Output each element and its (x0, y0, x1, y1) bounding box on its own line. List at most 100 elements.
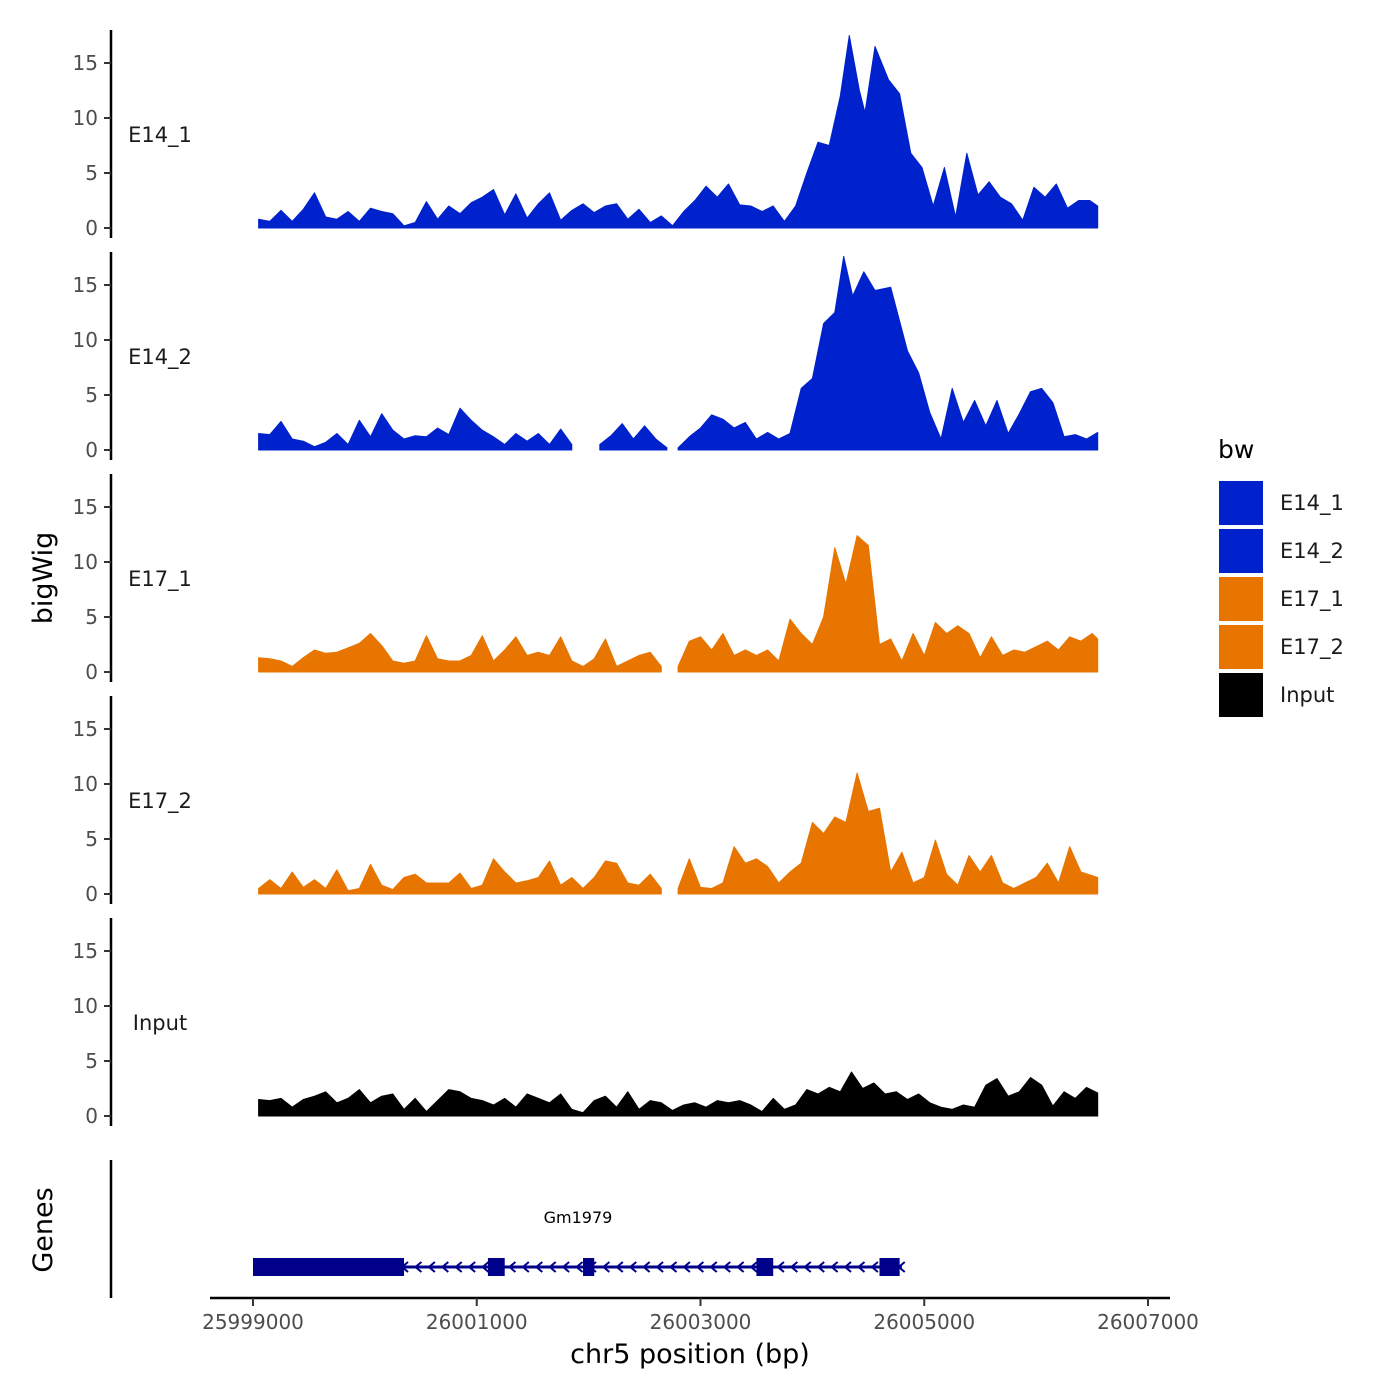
strand-arrow (413, 1261, 423, 1273)
y-tick-label: 5 (85, 161, 98, 185)
track-E14_1: 0 5 10 15 E14_1 (73, 30, 1099, 240)
legend-swatch-E17_2 (1217, 623, 1265, 671)
strand-arrow (534, 1261, 543, 1273)
strand-arrow (454, 1261, 463, 1273)
y-tick-label: 10 (73, 550, 98, 574)
track-label: E17_1 (128, 567, 192, 592)
gene-name-label: Gm1979 (544, 1208, 613, 1227)
track-Input: 0 5 10 15 Input (73, 918, 1099, 1128)
legend-title: bw (1218, 435, 1254, 464)
strand-arrow (655, 1261, 664, 1273)
y-tick-label: 5 (85, 827, 98, 851)
track-label: E17_2 (128, 789, 192, 814)
gene-exon (879, 1258, 900, 1276)
y-tick-label: 10 (73, 994, 98, 1018)
strand-arrow (709, 1261, 718, 1273)
y-tick-label: 0 (85, 660, 98, 684)
x-tick-label: 25999000 (202, 1310, 304, 1334)
x-tick-label: 26001000 (426, 1310, 528, 1334)
area-E14_2 (258, 407, 573, 451)
y-tick-label: 0 (85, 882, 98, 906)
y-tick-label: 10 (73, 328, 98, 352)
y-tick-label: 5 (85, 605, 98, 629)
strand-arrow (843, 1261, 852, 1273)
y-tick-label: 0 (85, 216, 98, 240)
strand-arrow (668, 1261, 678, 1273)
strand-arrow (722, 1261, 731, 1273)
y-tick-label: 5 (85, 383, 98, 407)
gene-track: Gm1979 (109, 1160, 906, 1298)
strand-arrow (856, 1261, 866, 1273)
legend-swatch-E17_1 (1217, 575, 1265, 623)
track-E14_2: 0 5 10 15 E14_2 (73, 252, 1099, 462)
strand-arrow (521, 1261, 530, 1273)
strand-arrow (749, 1261, 758, 1273)
area-E14_2 (599, 423, 668, 451)
strand-arrow (574, 1261, 584, 1273)
area-E17_1 (677, 535, 1099, 673)
strand-arrow (870, 1261, 879, 1273)
strand-arrow (789, 1261, 798, 1273)
legend-swatch-Input (1217, 671, 1265, 719)
strand-arrow (481, 1261, 490, 1273)
legend-label-E14_1: E14_1 (1280, 491, 1344, 516)
area-E14_2 (677, 255, 1099, 451)
area-E17_2 (258, 858, 662, 895)
y-tick-label: 15 (73, 495, 98, 519)
legend-swatch-E14_2 (1217, 527, 1265, 575)
tracks-layer: 0 5 10 15 E14_1 0 5 10 15 E14_2 0 5 10 15 E17_1 0 5 10 15 E… (73, 30, 1099, 1128)
area-Input (258, 1071, 1099, 1117)
strand-arrow (736, 1261, 745, 1273)
legend-label-Input: Input (1280, 683, 1334, 707)
y-tick-label: 10 (73, 106, 98, 130)
track-E17_1: 0 5 10 15 E17_1 (73, 474, 1099, 684)
y-tick-label: 15 (73, 273, 98, 297)
strand-arrow (615, 1261, 624, 1273)
genes-track-title: Genes (28, 1187, 59, 1272)
x-tick-label: 26007000 (1097, 1310, 1199, 1334)
area-E14_1 (258, 35, 1099, 229)
y-tick-label: 15 (73, 939, 98, 963)
strand-arrow (682, 1261, 691, 1273)
y-tick-label: 0 (85, 1104, 98, 1128)
gene-exon (583, 1258, 595, 1276)
legend-label-E17_2: E17_2 (1280, 635, 1344, 660)
legend-label-E14_2: E14_2 (1280, 539, 1344, 564)
y-tick-label: 0 (85, 438, 98, 462)
legend-label-E17_1: E17_1 (1280, 587, 1344, 612)
strand-arrow (695, 1261, 705, 1273)
y-tick-label: 10 (73, 772, 98, 796)
strand-arrow (467, 1261, 476, 1273)
x-tick-label: 26003000 (650, 1310, 752, 1334)
x-tick-label: 26005000 (873, 1310, 975, 1334)
area-E17_2 (677, 772, 1099, 895)
strand-arrow (642, 1261, 651, 1273)
x-axis: 25999000 26001000 26003000 26005000 26007000 (202, 1296, 1199, 1334)
strand-arrow (561, 1261, 570, 1273)
strand-arrow (830, 1261, 839, 1273)
track-label: E14_2 (128, 345, 192, 370)
legend: bw E14_1 E14_2 E17_1 E17_2 Input (1217, 435, 1344, 719)
area-E17_1 (258, 633, 662, 673)
strand-arrow (803, 1261, 812, 1273)
gene-exon (253, 1258, 405, 1276)
y-tick-label: 15 (73, 717, 98, 741)
strand-arrow (440, 1261, 449, 1273)
gene-exon (487, 1258, 505, 1276)
track-label: E14_1 (128, 123, 192, 148)
strand-arrow (427, 1261, 436, 1273)
y-axis-title: bigWig (28, 532, 59, 625)
x-axis-title: chr5 position (bp) (570, 1339, 810, 1370)
strand-arrow (816, 1261, 825, 1273)
strand-arrow (776, 1261, 785, 1273)
strand-arrow (548, 1261, 557, 1273)
strand-arrow (601, 1261, 611, 1273)
track-label: Input (133, 1011, 187, 1035)
y-tick-label: 5 (85, 1049, 98, 1073)
y-tick-label: 15 (73, 51, 98, 75)
strand-arrow (507, 1261, 517, 1273)
track-E17_2: 0 5 10 15 E17_2 (73, 696, 1099, 906)
gene-exon (756, 1258, 774, 1276)
legend-swatch-E14_1 (1217, 479, 1265, 527)
